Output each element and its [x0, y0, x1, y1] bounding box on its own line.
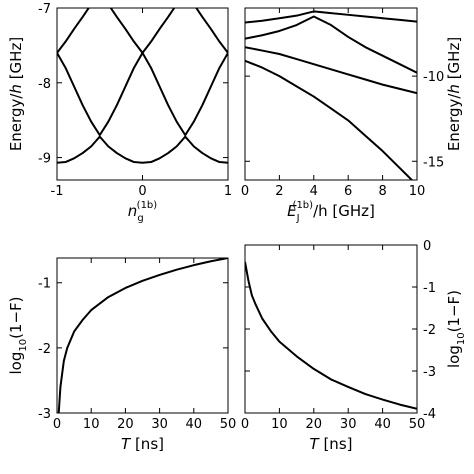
y-tick-label: -8	[38, 77, 51, 92]
x-tick-label: 0	[138, 184, 146, 199]
x-tick-label: 6	[344, 184, 352, 199]
line	[245, 10, 417, 24]
x-tick-label: 30	[151, 417, 168, 432]
axes-frame	[56, 257, 229, 414]
x-axis-label: T [ns]	[310, 435, 353, 453]
x-axis-label-part: T	[310, 435, 321, 453]
x-axis-label-part: J	[296, 213, 300, 224]
axes-frame	[244, 7, 418, 181]
panel: 0 10 20 30 40 500-1-2-3-4T [ns]log10(1−F)	[241, 239, 467, 453]
x-tick-label: 10	[83, 417, 100, 432]
x-axis-label-part: g	[137, 213, 143, 224]
line	[245, 46, 417, 95]
x-axis-label-part: /h [GHz]	[313, 202, 375, 220]
y-tick-label: -10	[423, 70, 444, 85]
x-tick-label: 0	[241, 184, 249, 199]
y-axis-label-part: log	[445, 345, 463, 368]
x-axis-label-part: E	[287, 202, 297, 220]
x-tick-label: 20	[306, 417, 323, 432]
x-axis-label-part: T	[121, 435, 132, 453]
line	[245, 261, 417, 410]
x-axis-label-part: (1b)	[293, 200, 314, 211]
x-axis-label: ng (1b)	[128, 200, 157, 224]
y-tick-label: -4	[423, 407, 436, 422]
y-tick-label: -15	[423, 155, 444, 170]
y-axis-label-part: (1−F)	[445, 290, 463, 332]
line	[57, 51, 228, 137]
y-tick-label: -7	[38, 2, 51, 17]
y-axis-label-part: Energy/	[445, 93, 463, 152]
panel: 0 10 20 30 40 50-1-2-3T [ns]log10(1−F)	[7, 257, 237, 453]
x-axis-label: EJ (1b)/h [GHz]	[287, 200, 375, 224]
x-tick-label: 8	[378, 184, 386, 199]
x-tick-label: 50	[409, 417, 426, 432]
x-tick-label: 30	[340, 417, 357, 432]
line	[57, 135, 228, 164]
y-tick-label: -2	[38, 342, 51, 357]
y-axis-label-part: 10	[18, 339, 29, 352]
x-tick-label: 20	[117, 417, 134, 432]
x-tick-label: 1	[224, 184, 232, 199]
y-tick-label: -2	[423, 323, 436, 338]
panel: 0 2 4 6 8 10 -10 -15 EJ (1b)/h [GHz] Energy/h [GHz…	[241, 7, 463, 224]
y-axis-label: log10(1−F)	[7, 296, 29, 374]
x-tick-label: 10	[271, 417, 288, 432]
y-axis-label-part: (1−F)	[7, 296, 25, 338]
y-axis-label-part: [GHz]	[445, 37, 463, 84]
y-axis-label: log10(1−F)	[445, 290, 467, 368]
y-axis-label: Energy/h [GHz]	[445, 37, 463, 151]
line	[57, 8, 228, 54]
x-tick-label: 40	[186, 417, 203, 432]
line	[245, 15, 417, 74]
x-tick-label: 10	[409, 184, 426, 199]
x-axis-label-part: n	[128, 202, 138, 220]
y-tick-label: -1	[38, 277, 51, 292]
x-axis-label: T [ns]	[121, 435, 164, 453]
line	[245, 59, 414, 180]
x-tick-label: 0	[53, 417, 61, 432]
x-tick-label: 0	[241, 417, 249, 432]
y-axis-label-part: [GHz]	[7, 37, 25, 84]
x-axis-label-part: [ns]	[319, 435, 353, 453]
x-axis-label-part: [ns]	[130, 435, 164, 453]
y-tick-label: -3	[423, 365, 436, 380]
x-axis-label-part: (1b)	[137, 200, 158, 211]
y-axis-label-part: Energy/	[7, 93, 25, 152]
x-tick-label: -1	[51, 184, 64, 199]
y-axis-label: Energy/h [GHz]	[7, 37, 25, 151]
axes-frame	[244, 244, 418, 414]
x-tick-label: 40	[374, 417, 391, 432]
y-axis-label-part: 10	[456, 332, 467, 345]
y-axis-label-part: log	[7, 352, 25, 375]
y-tick-label: -1	[423, 281, 436, 296]
line	[57, 258, 228, 413]
y-tick-label: 0	[423, 239, 431, 254]
x-tick-label: 2	[275, 184, 283, 199]
y-axis-label-part: h	[445, 84, 463, 94]
y-tick-label: -3	[38, 407, 51, 422]
panel: -1 0 1 -7 -8 -9 ng (1b) Energy/h [GHz]	[7, 2, 232, 224]
x-tick-label: 4	[310, 184, 318, 199]
y-tick-label: -9	[38, 152, 51, 167]
y-axis-label-part: h	[7, 84, 25, 94]
x-tick-label: 50	[220, 417, 237, 432]
